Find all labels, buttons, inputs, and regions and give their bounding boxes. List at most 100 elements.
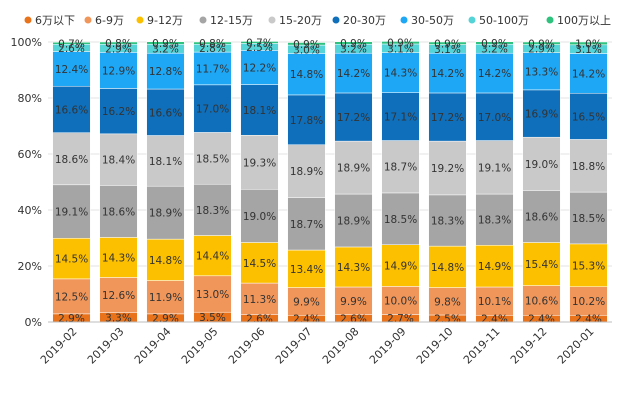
data-label: 18.6%	[525, 211, 558, 223]
x-tick-label: 2019-02	[38, 325, 80, 367]
bar-segment	[240, 41, 279, 44]
bar-segment	[193, 84, 232, 133]
legend-swatch	[332, 16, 340, 24]
data-label: 19.0%	[525, 159, 558, 171]
data-label: 14.8%	[431, 262, 464, 274]
x-axis: 2019-02 2019-03 2019-04 2019-05 2019-06 2019-…	[38, 321, 612, 367]
data-label: 2.6%	[340, 313, 367, 325]
legend-label: 12-15万	[210, 14, 253, 27]
data-label: 3.1%	[575, 44, 602, 56]
data-label: 16.6%	[55, 104, 88, 116]
data-label: 13.0%	[196, 289, 229, 301]
legend: 6万以下 6-9万 9-12万 12-15万 15-20万 20-30万 30-50万 50-…	[24, 14, 611, 27]
bar-segment	[428, 245, 467, 288]
data-label: 9.9%	[340, 296, 367, 308]
legend-label: 30-50万	[411, 14, 454, 27]
bar-segment	[287, 197, 326, 251]
data-label: 18.7%	[384, 162, 417, 174]
bar-segment	[428, 41, 467, 45]
bar-segment	[334, 246, 373, 288]
x-tick-label: 2019-09	[367, 325, 409, 367]
data-label: 10.0%	[384, 295, 417, 307]
data-label: 12.5%	[55, 291, 88, 303]
data-label: 2.4%	[575, 314, 602, 326]
data-label: 19.1%	[55, 207, 88, 219]
x-tick-label: 2019-07	[273, 325, 315, 367]
y-tick-label: 100%	[11, 36, 42, 49]
bar-segment	[428, 52, 467, 94]
bar-segment	[146, 88, 185, 136]
data-label: 2.4%	[528, 314, 555, 326]
data-label: 0.9%	[481, 38, 508, 50]
data-label: 10.1%	[478, 296, 511, 308]
bar-segment	[52, 42, 91, 45]
data-label: 17.2%	[337, 112, 370, 124]
data-label: 10.2%	[572, 296, 605, 308]
bar-segment	[287, 94, 326, 146]
data-label: 2.4%	[293, 314, 320, 326]
bar-segment	[99, 88, 138, 135]
legend-label: 9-12万	[147, 14, 183, 27]
bar-segment	[381, 192, 420, 245]
bar-segment	[52, 51, 91, 87]
bar-segment	[240, 282, 279, 315]
bar-segment	[381, 140, 420, 194]
bar-segment	[99, 185, 138, 238]
data-label: 13.4%	[290, 264, 323, 276]
bar-segment	[240, 242, 279, 284]
y-tick-label: 20%	[18, 260, 42, 273]
bar-segment	[146, 185, 185, 240]
data-label: 14.8%	[290, 69, 323, 81]
bar-segment	[287, 144, 326, 198]
data-label: 11.3%	[243, 294, 276, 306]
data-label: 14.9%	[478, 261, 511, 273]
data-label: 14.3%	[384, 68, 417, 80]
bar-segment	[522, 190, 561, 243]
bars	[52, 41, 608, 323]
bar-segment	[522, 285, 561, 316]
legend-swatch	[468, 16, 476, 24]
data-label: 16.6%	[149, 107, 182, 119]
data-label: 15.3%	[572, 260, 605, 272]
data-label: 18.3%	[478, 215, 511, 227]
bar-segment	[99, 277, 138, 314]
bar-segment	[146, 280, 185, 315]
bar-segment	[475, 92, 514, 141]
bar-segment	[146, 41, 185, 45]
data-label: 18.9%	[149, 208, 182, 220]
bar-segment	[240, 189, 279, 243]
data-label: 3.3%	[105, 312, 132, 324]
data-label: 0.9%	[340, 38, 367, 50]
data-label: 9.8%	[434, 296, 461, 308]
data-label: 19.1%	[478, 162, 511, 174]
data-label: 18.8%	[572, 161, 605, 173]
bar-segment	[569, 243, 608, 287]
legend-label: 6-9万	[95, 14, 124, 27]
y-axis: 0% 20% 40% 60% 80% 100%	[11, 36, 42, 329]
data-label: 14.5%	[55, 254, 88, 266]
data-label: 13.3%	[525, 66, 558, 78]
legend-label: 100万以上	[557, 14, 611, 27]
data-label: 11.7%	[196, 63, 229, 75]
data-label: 17.0%	[196, 104, 229, 116]
bar-segment	[475, 41, 514, 45]
data-labels: 2.9%12.5%14.5%19.1%18.6%16.6%12.4%2.6%0.…	[55, 37, 605, 325]
data-label: 14.2%	[572, 68, 605, 80]
x-tick-label: 2019-12	[508, 325, 550, 367]
bar-segment	[52, 238, 91, 280]
data-label: 0.9%	[528, 38, 555, 50]
x-tick-label: 2020-01	[555, 325, 597, 367]
data-label: 1.0%	[575, 38, 602, 50]
data-label: 14.3%	[337, 262, 370, 274]
data-label: 18.3%	[196, 205, 229, 217]
bar-segment	[475, 193, 514, 246]
bar-segment	[334, 193, 373, 248]
legend-label: 15-20万	[279, 14, 322, 27]
bar-segment	[287, 42, 326, 46]
y-tick-label: 40%	[18, 204, 42, 217]
data-label: 0.9%	[293, 39, 320, 51]
bar-segment	[334, 140, 373, 195]
data-label: 12.4%	[55, 64, 88, 76]
data-label: 0.9%	[434, 38, 461, 50]
bar-segment	[381, 244, 420, 287]
